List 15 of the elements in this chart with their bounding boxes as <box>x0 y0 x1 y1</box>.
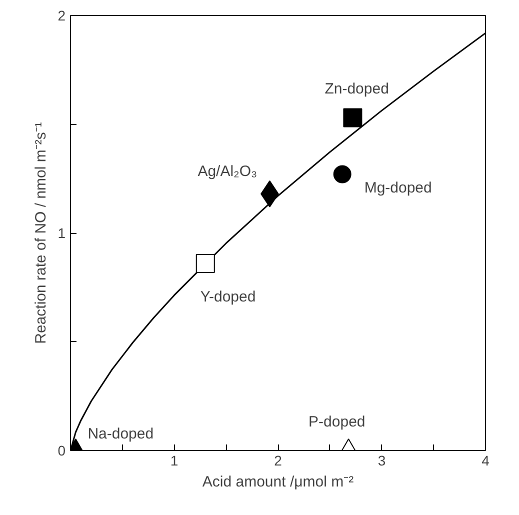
annotation: Na-doped <box>88 426 154 442</box>
annotation: Zn-doped <box>324 80 389 98</box>
x-tick-label: 4 <box>482 452 490 468</box>
annotation: P-doped <box>308 414 366 430</box>
y-axis-title: Reaction rate of NO / nmol m⁻²s⁻¹ <box>32 122 50 344</box>
annotation: Y-doped <box>200 288 256 306</box>
y-tick-label: 1 <box>58 225 66 241</box>
annotation: Mg-doped <box>364 179 432 196</box>
y-tick-label: 0 <box>58 442 66 458</box>
annotation: Ag/Al₂O₃ <box>198 162 258 180</box>
x-tick-label: 3 <box>378 452 386 468</box>
x-axis-title: Acid amount /μmol m⁻² <box>202 474 354 490</box>
x-tick-label: 2 <box>274 452 282 468</box>
x-tick-label: 1 <box>170 452 178 468</box>
y-tick-label: 2 <box>58 8 66 24</box>
